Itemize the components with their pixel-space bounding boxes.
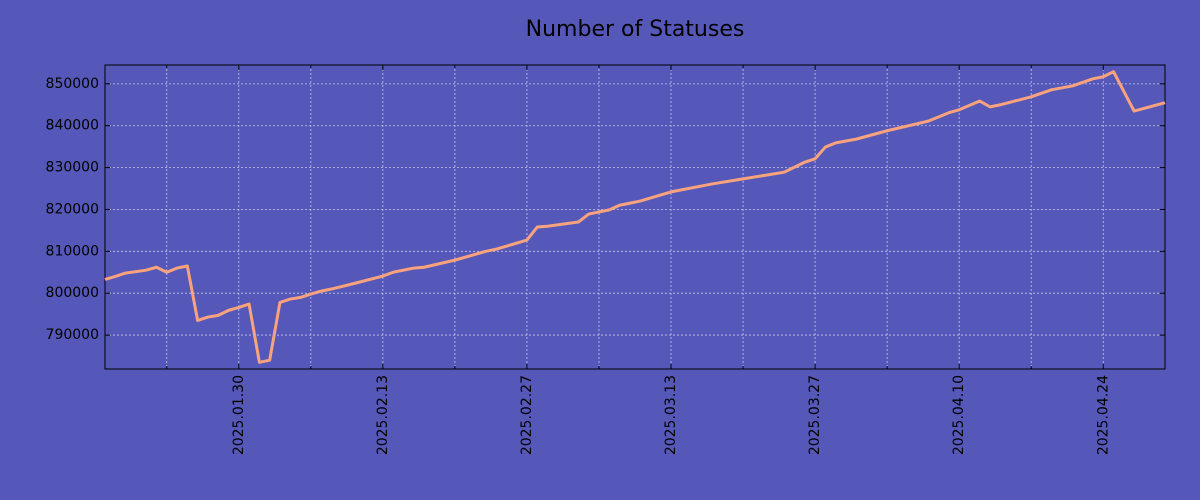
x-tick-label: 2025.01.30 <box>231 375 247 455</box>
x-tick-label: 2025.02.13 <box>375 375 391 455</box>
y-tick-label: 820000 <box>46 201 99 217</box>
y-tick-label: 840000 <box>46 118 99 134</box>
y-tick-label: 830000 <box>46 160 99 176</box>
x-tick-label: 2025.03.27 <box>807 375 823 455</box>
x-tick-label: 2025.02.27 <box>519 375 535 455</box>
y-tick-label: 850000 <box>46 76 99 92</box>
y-tick-label: 810000 <box>46 243 99 259</box>
x-tick-label: 2025.04.24 <box>1095 375 1111 455</box>
x-tick-label: 2025.03.13 <box>663 375 679 455</box>
plot-frame <box>104 64 1166 370</box>
y-tick-label: 800000 <box>46 285 99 301</box>
y-tick-label: 790000 <box>46 327 99 343</box>
x-tick-label: 2025.04.10 <box>951 375 967 455</box>
chart-title: Number of Statuses <box>526 17 745 42</box>
data-line <box>104 70 1166 364</box>
